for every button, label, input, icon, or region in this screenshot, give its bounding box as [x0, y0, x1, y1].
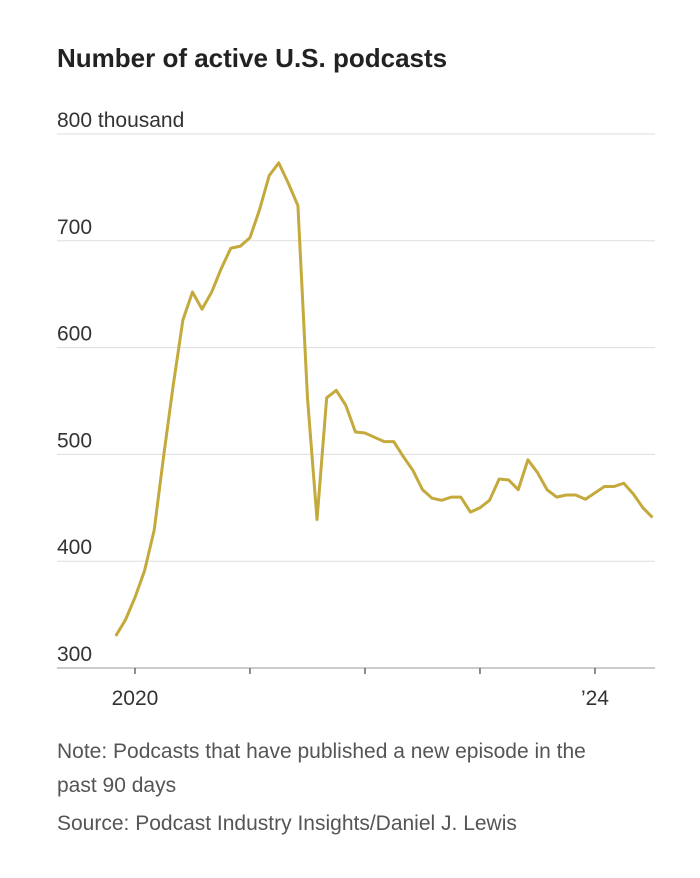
source: Source: Podcast Industry Insights/Daniel…: [57, 812, 517, 835]
y-tick-label: 300: [57, 643, 92, 666]
x-tick-label: 2020: [112, 687, 159, 710]
chart: Number of active U.S. podcasts 300 400 500…: [57, 43, 655, 710]
y-tick-label: 600: [57, 323, 92, 346]
chart-title: Number of active U.S. podcasts: [57, 43, 447, 73]
x-tick-label: ’24: [581, 687, 609, 710]
y-tick-label: 800 thousand: [57, 109, 184, 132]
y-tick-label: 400: [57, 536, 92, 559]
y-tick-label: 700: [57, 216, 92, 239]
line: [114, 161, 654, 637]
y-tick-label: 500: [57, 429, 92, 452]
note: Note: Podcasts that have published a new…: [57, 740, 586, 797]
